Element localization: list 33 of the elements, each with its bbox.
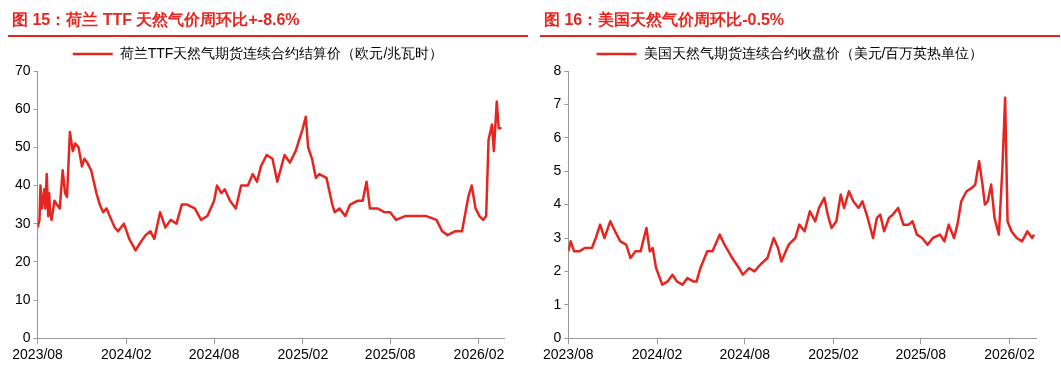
x-tick-label: 2025/08 — [895, 346, 947, 363]
y-tick-label: 0 — [22, 329, 31, 346]
y-tick-label: 0 — [553, 329, 562, 346]
chart-title: 图 15：荷兰 TTF 天然气价周环比+-8.6% — [8, 8, 528, 37]
y-tick-label: 2 — [553, 262, 562, 279]
y-tick-label: 7 — [553, 95, 562, 112]
y-tick-label: 4 — [553, 195, 562, 212]
x-tick-label: 2026/02 — [453, 346, 505, 363]
x-tick-label: 2025/02 — [277, 346, 329, 363]
y-tick-label: 60 — [14, 100, 31, 117]
x-tick-label: 2024/08 — [719, 346, 771, 363]
chart-title: 图 16：美国天然气价周环比-0.5% — [540, 8, 1060, 37]
y-tick-label: 1 — [553, 295, 562, 312]
y-tick-label: 3 — [553, 228, 562, 245]
legend-label: 荷兰TTF天然气期货连续合约结算价（欧元/兆瓦时） — [119, 44, 444, 61]
y-tick-label: 40 — [14, 176, 31, 193]
y-tick-label: 8 — [553, 61, 562, 78]
y-tick-label: 6 — [553, 128, 562, 145]
y-tick-label: 70 — [14, 61, 31, 78]
y-tick-label: 50 — [14, 138, 31, 155]
x-tick-label: 2025/08 — [364, 346, 416, 363]
y-tick-label: 10 — [14, 290, 31, 307]
x-tick-label: 2023/08 — [543, 346, 594, 363]
x-tick-label: 2023/08 — [12, 346, 64, 363]
x-tick-label: 2024/02 — [101, 346, 152, 363]
legend-label: 美国天然气期货连续合约收盘价（美元/百万英热单位） — [643, 44, 984, 61]
x-tick-label: 2024/02 — [631, 346, 683, 363]
y-tick-label: 5 — [553, 162, 562, 179]
y-tick-label: 20 — [14, 252, 31, 269]
x-tick-label: 2025/02 — [808, 346, 860, 363]
x-tick-label: 2024/08 — [188, 346, 240, 363]
x-tick-label: 2026/02 — [984, 346, 1035, 363]
y-tick-label: 30 — [14, 214, 31, 231]
